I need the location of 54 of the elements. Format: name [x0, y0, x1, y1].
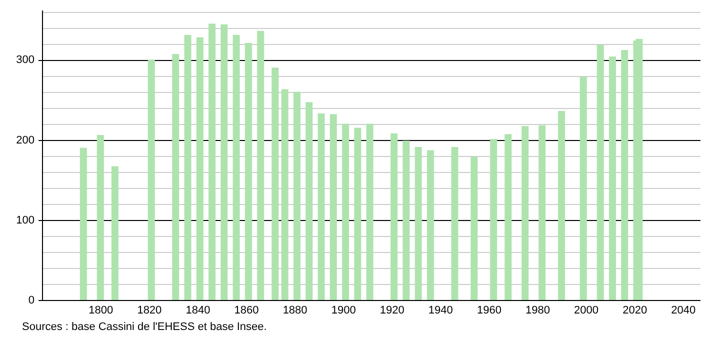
bar	[330, 114, 337, 300]
bar	[184, 34, 192, 300]
bar	[281, 89, 288, 300]
y-tick-label: 100	[16, 214, 34, 226]
bar	[402, 140, 410, 300]
source-note: Sources : base Cassini de l'EHESS et base Insee.	[22, 321, 267, 333]
bar	[111, 166, 118, 300]
bar	[220, 24, 228, 300]
bar	[580, 76, 587, 300]
bar	[621, 50, 628, 300]
x-tick-label: 2000	[574, 304, 599, 316]
bar	[608, 56, 616, 300]
bar	[342, 124, 350, 300]
bar	[306, 102, 313, 300]
x-tick-label: 1820	[137, 304, 162, 316]
y-tick-label: 0	[28, 294, 34, 306]
bar	[366, 124, 374, 300]
bar	[96, 134, 104, 300]
bar	[232, 34, 240, 300]
x-tick-label: 2020	[622, 304, 648, 316]
bar	[451, 146, 458, 300]
bar	[354, 128, 362, 300]
bar	[208, 24, 216, 300]
x-tick-label: 1980	[526, 304, 550, 316]
bar	[558, 110, 566, 300]
bar	[196, 37, 204, 300]
bar	[414, 146, 422, 300]
bar	[470, 156, 478, 300]
x-tick-label: 1900	[331, 304, 356, 316]
bar	[596, 44, 604, 300]
x-tick-label: 1800	[88, 304, 114, 316]
x-tick-label: 1920	[380, 304, 404, 316]
x-tick-label: 1960	[476, 304, 502, 316]
bar	[80, 148, 87, 300]
y-tick-label: 200	[16, 134, 34, 146]
bar	[318, 113, 325, 300]
x-tick-label: 1880	[282, 304, 308, 316]
bar	[504, 134, 512, 300]
x-tick-label: 1840	[186, 304, 210, 316]
bar	[390, 133, 398, 300]
y-tick-label: 300	[16, 54, 34, 66]
bar	[257, 30, 264, 300]
bar	[148, 60, 155, 300]
bar	[244, 42, 252, 300]
x-tick-label: 1940	[428, 304, 453, 316]
bar	[538, 125, 546, 300]
x-tick-label: 1860	[234, 304, 259, 316]
bar	[426, 150, 434, 300]
bar	[172, 54, 180, 300]
bar	[522, 126, 529, 300]
bar	[272, 68, 279, 300]
bar	[490, 138, 498, 300]
bar	[293, 92, 300, 300]
x-tick-label: 2040	[671, 304, 696, 316]
